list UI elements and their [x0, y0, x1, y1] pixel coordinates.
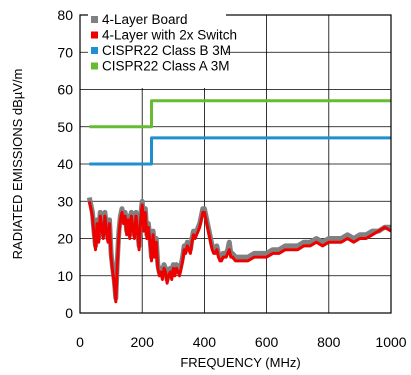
y-tick-label: 0 [65, 305, 73, 321]
x-tick-label: 400 [193, 334, 217, 350]
legend-background [88, 11, 226, 88]
x-tick-label: 0 [76, 334, 84, 350]
legend-label: 4-Layer Board [102, 12, 188, 27]
x-tick-label: 200 [131, 334, 155, 350]
y-tick-labels: 0 10 20 30 40 50 60 70 80 [57, 7, 73, 321]
legend-swatch [91, 47, 98, 54]
series-line [89, 136, 391, 166]
series-line [86, 196, 391, 301]
y-tick-label: 20 [57, 231, 73, 247]
y-tick-label: 30 [57, 193, 73, 209]
y-tick-label: 50 [57, 119, 73, 135]
series-line [87, 200, 392, 304]
y-tick-label: 70 [57, 44, 73, 60]
x-tick-label: 600 [255, 334, 279, 350]
series-group [86, 99, 392, 304]
legend-label: CISPR22 Class A 3M [102, 59, 230, 74]
legend-swatch [91, 16, 98, 23]
y-tick-label: 60 [57, 82, 73, 98]
y-tick-label: 40 [57, 156, 73, 172]
x-tick-label: 1000 [375, 334, 406, 350]
x-tick-labels: 0 200 400 600 800 1000 [76, 334, 407, 350]
legend-label: 4-Layer with 2x Switch [102, 28, 237, 43]
y-tick-label: 80 [57, 7, 73, 23]
legend-swatch [91, 62, 98, 70]
plot-frame [79, 14, 392, 314]
y-tick-label: 10 [57, 268, 73, 284]
series-line [89, 99, 391, 129]
x-tick-label: 800 [317, 334, 341, 350]
x-axis-title: FREQUENCY (MHz) [180, 355, 300, 370]
legend-swatch [91, 31, 98, 39]
y-axis-title: RADIATED EMISSIONS dBµV/m [10, 69, 25, 260]
legend-label: CISPR22 Class B 3M [102, 43, 231, 58]
